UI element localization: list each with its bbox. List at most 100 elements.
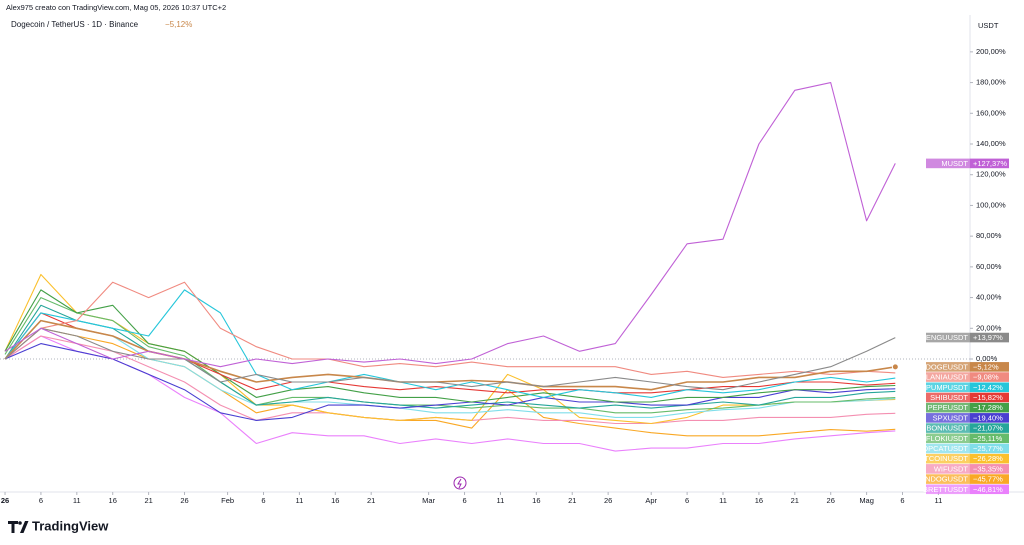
y-tick-label: 120,00% — [976, 170, 1006, 179]
label-name-bg — [926, 464, 970, 474]
label-name-bg — [926, 392, 970, 403]
y-tick-label: 100,00% — [976, 200, 1006, 209]
x-tick-label: 6 — [39, 496, 43, 505]
value-label: −35,35% — [973, 464, 1003, 473]
label-value-bg — [970, 158, 1009, 169]
price-label: SUNDOGUSDT −45,77% — [915, 474, 1009, 484]
legend-name: SPXUSDT — [933, 413, 969, 422]
value-label: −21,07% — [973, 424, 1003, 433]
label-value-bg — [970, 453, 1009, 464]
label-name-bg — [926, 382, 970, 393]
value-label: −45,77% — [973, 475, 1003, 484]
price-label: POPCATUSDT −25,77% — [917, 443, 1009, 454]
price-label: BRETTUSDT −46,81% — [923, 484, 1009, 495]
legend-name: PENGUUSDT — [921, 333, 969, 342]
price-label: SPXUSDT −19,40% — [926, 413, 1009, 423]
replay-icon[interactable] — [453, 476, 467, 490]
x-tick-label: Feb — [221, 496, 234, 505]
value-label: −17,28% — [973, 403, 1003, 412]
y-tick-label: 40,00% — [976, 293, 1002, 302]
x-tick-label: 21 — [367, 496, 375, 505]
price-label: MUSDT +127,37% — [926, 158, 1009, 169]
label-name-bg — [926, 443, 970, 454]
label-name-bg — [926, 158, 970, 169]
series-line — [4, 289, 896, 398]
y-tick-label: 180,00% — [976, 78, 1006, 87]
label-value-bg — [970, 464, 1009, 474]
label-name-bg — [926, 433, 970, 444]
price-label: DOGEUSDT −5,12% — [925, 362, 1009, 372]
label-name-bg — [926, 362, 970, 372]
price-label: PENGUUSDT +13,97% — [921, 332, 1009, 343]
x-tick-label: 16 — [331, 496, 339, 505]
legend-name: WIFUSDT — [934, 464, 969, 473]
value-label: −25,77% — [973, 444, 1003, 453]
legend-name: FLOKIUSDT — [926, 434, 969, 443]
value-label: −12,42% — [973, 383, 1003, 392]
x-tick-label: 11 — [296, 496, 304, 505]
series-line — [4, 281, 896, 378]
x-tick-label: 6 — [685, 496, 689, 505]
series-line — [4, 343, 896, 421]
x-tick-label: 16 — [109, 496, 117, 505]
legend-name: PUMPUSDT — [926, 383, 969, 392]
x-tick-label: Apr — [645, 496, 657, 505]
legend-name: SUNDOGUSDT — [915, 475, 969, 484]
label-value-bg — [970, 362, 1009, 372]
price-label: PUMPUSDT −12,42% — [926, 382, 1009, 393]
brand: TradingView — [32, 518, 109, 533]
x-tick-label: 26 — [180, 496, 188, 505]
price-label: WIFUSDT −35,35% — [926, 464, 1009, 474]
legend-name: MUSDT — [941, 159, 968, 168]
x-tick-label: 16 — [755, 496, 763, 505]
legend-name: DOGEUSDT — [925, 362, 968, 371]
value-label: +127,37% — [973, 159, 1007, 168]
price-label: FLOKIUSDT −25,11% — [926, 433, 1009, 444]
label-name-bg — [926, 413, 970, 423]
y-tick-label: 60,00% — [976, 262, 1002, 271]
value-label: −25,11% — [973, 434, 1003, 443]
legend-name: BONKUSDT — [926, 424, 968, 433]
label-value-bg — [970, 433, 1009, 444]
value-label: −15,82% — [973, 393, 1003, 402]
x-tick-label: 6 — [900, 496, 904, 505]
x-tick-label: Mar — [422, 496, 435, 505]
price-label: PEPEUSDT −17,28% — [926, 402, 1009, 413]
legend-name: SHIBUSDT — [930, 393, 968, 402]
label-value-bg — [970, 443, 1009, 454]
label-name-bg — [926, 484, 970, 495]
label-value-bg — [970, 423, 1009, 433]
x-tick-label: 21 — [568, 496, 576, 505]
label-name-bg — [926, 402, 970, 413]
label-value-bg — [970, 474, 1009, 484]
y-tick-label: 200,00% — [976, 47, 1006, 56]
label-name-bg — [926, 332, 970, 343]
label-name-bg — [926, 423, 970, 433]
legend-name: BRETTUSDT — [923, 485, 968, 494]
x-tick-label: 26 — [604, 496, 612, 505]
y-tick-label: 160,00% — [976, 108, 1006, 117]
label-name-bg — [926, 453, 970, 464]
legend-name: MELANIAUSDT — [915, 373, 969, 382]
y-tick-label: 20,00% — [976, 323, 1002, 332]
lines — [4, 82, 896, 452]
x-tick-label: 26 — [827, 496, 835, 505]
label-name-bg — [926, 474, 970, 484]
logo[interactable] — [8, 521, 29, 533]
x-tick-label: 21 — [144, 496, 152, 505]
label-value-bg — [970, 392, 1009, 403]
y-axis-label: USDT — [978, 21, 999, 30]
label-value-bg — [970, 484, 1009, 495]
x-tick-label: 11 — [719, 496, 727, 505]
series-line — [4, 320, 896, 418]
header: Alex975 creato con TradingView.com, Mag … — [6, 3, 226, 12]
x-tick-label: 16 — [532, 496, 540, 505]
price-label: MELANIAUSDT −9,08% — [915, 372, 1009, 382]
x-tick-label: 6 — [462, 496, 466, 505]
change: −5,12% — [165, 20, 192, 29]
label-value-bg — [970, 372, 1009, 382]
price-label: SHIBUSDT −15,82% — [926, 392, 1009, 403]
legend-name: FARTCOINUSDT — [910, 454, 969, 463]
y-tick-label: 80,00% — [976, 231, 1002, 240]
series-line — [4, 335, 896, 452]
